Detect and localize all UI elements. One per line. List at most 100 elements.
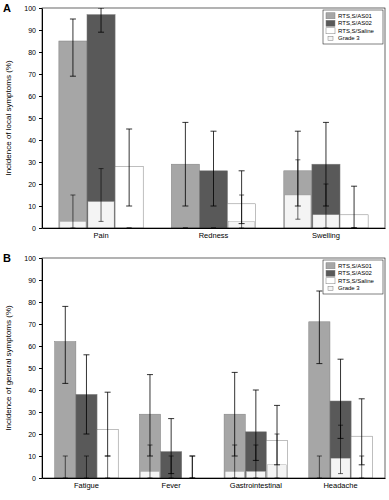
x-tick-label: Redness	[199, 231, 229, 240]
legend-swatch	[328, 36, 333, 40]
y-tick-label: 70	[28, 71, 36, 78]
y-tick-mark	[39, 8, 42, 9]
y-tick: 20	[28, 181, 42, 188]
x-tick-label: Fatigue	[74, 481, 99, 490]
legend-swatch	[328, 286, 333, 290]
error-bar	[189, 456, 195, 478]
overlay-error-bar	[63, 456, 68, 478]
y-tick-mark	[39, 30, 42, 31]
error-bar	[83, 355, 89, 434]
y-tick: 60	[28, 343, 42, 350]
y-tick-mark	[39, 258, 42, 259]
plot-frame	[42, 8, 385, 228]
y-tick-label: 10	[28, 453, 36, 460]
y-tick: 70	[28, 71, 42, 78]
error-bar	[232, 372, 238, 456]
plot-marks	[55, 291, 373, 478]
y-tick-label: 40	[28, 137, 36, 144]
error-bar	[70, 19, 76, 76]
legend: RTS,S/AS01RTS,S/AS02RTS,S/SalineGrade 3	[323, 260, 383, 294]
x-tick: Fatigue	[74, 481, 99, 490]
y-tick: 0	[32, 225, 42, 232]
y-tick-label: 70	[28, 321, 36, 328]
y-tick-label: 50	[28, 115, 36, 122]
y-tick-mark	[39, 434, 42, 435]
y-tick-label: 100	[24, 255, 36, 262]
y-tick: 50	[28, 365, 42, 372]
error-bar	[182, 122, 188, 206]
overlay-error-bar	[323, 184, 328, 228]
x-tick: Redness	[199, 231, 229, 240]
legend-swatch	[326, 270, 335, 276]
overlay-error-bar	[253, 445, 258, 478]
overlay-error-bar	[70, 195, 75, 228]
y-axis-title: Incidence of general symptoms (%)	[4, 305, 13, 431]
y-tick-label: 0	[32, 475, 36, 482]
y-tick-mark	[39, 412, 42, 413]
panel-label: B	[3, 252, 11, 264]
y-tick-mark	[39, 206, 42, 207]
y-tick-mark	[39, 74, 42, 75]
error-bar	[62, 306, 68, 383]
y-tick-mark	[39, 162, 42, 163]
overlay-error-bar	[84, 456, 89, 478]
y-tick-mark	[39, 456, 42, 457]
y-tick: 30	[28, 159, 42, 166]
error-bar	[147, 375, 153, 456]
x-tick: Swelling	[312, 231, 340, 240]
overlay-error-bar	[147, 445, 152, 478]
y-axis: 0102030405060708090100	[24, 5, 42, 232]
legend-box	[323, 10, 383, 44]
y-tick-label: 30	[28, 409, 36, 416]
y-tick: 40	[28, 387, 42, 394]
x-tick: Headache	[323, 481, 357, 490]
y-tick-label: 60	[28, 93, 36, 100]
panel: AIncidence of local symptoms (%)01020304…	[3, 2, 386, 240]
y-tick-mark	[39, 478, 42, 479]
legend-label: Grade 3	[338, 35, 360, 41]
y-tick: 10	[28, 203, 42, 210]
y-tick: 10	[28, 453, 42, 460]
y-tick: 70	[28, 321, 42, 328]
y-tick-label: 100	[24, 5, 36, 12]
x-tick-label: Gastrointestinal	[230, 481, 282, 490]
error-bar	[98, 8, 104, 32]
error-bar	[351, 186, 357, 228]
y-tick-mark	[39, 228, 42, 229]
y-tick-label: 60	[28, 343, 36, 350]
legend: RTS,S/AS01RTS,S/AS02RTS,S/SalineGrade 3	[323, 10, 383, 44]
overlay-error-bar	[169, 456, 174, 478]
y-tick: 40	[28, 137, 42, 144]
bar	[87, 15, 115, 228]
y-tick: 90	[28, 27, 42, 34]
y-tick-label: 20	[28, 431, 36, 438]
y-tick-label: 40	[28, 387, 36, 394]
x-tick-label: Headache	[323, 481, 357, 490]
overlay-error-bar	[99, 169, 104, 222]
legend-swatch	[326, 28, 335, 34]
error-bar	[105, 392, 111, 456]
error-bar	[126, 129, 132, 206]
x-axis: FatigueFeverGastrointestinalHeadache	[43, 479, 386, 491]
y-tick-mark	[39, 302, 42, 303]
overlay-error-bar	[295, 160, 300, 219]
overlay-error-bar	[359, 456, 364, 478]
y-tick-label: 30	[28, 159, 36, 166]
y-tick-mark	[39, 346, 42, 347]
x-tick-label: Pain	[94, 231, 109, 240]
plot-marks	[59, 8, 368, 228]
y-axis: 0102030405060708090100	[24, 255, 42, 482]
y-tick-label: 50	[28, 365, 36, 372]
legend-label: RTS,S/AS01	[338, 13, 373, 19]
y-tick: 90	[28, 277, 42, 284]
error-bar	[211, 131, 217, 206]
y-tick-mark	[39, 324, 42, 325]
y-tick: 50	[28, 115, 42, 122]
x-axis-line	[43, 228, 386, 229]
legend-label: RTS,S/Saline	[338, 278, 375, 284]
y-tick-mark	[39, 184, 42, 185]
y-tick-label: 20	[28, 181, 36, 188]
y-tick: 20	[28, 431, 42, 438]
y-tick-mark	[39, 390, 42, 391]
x-axis-line	[43, 478, 386, 479]
